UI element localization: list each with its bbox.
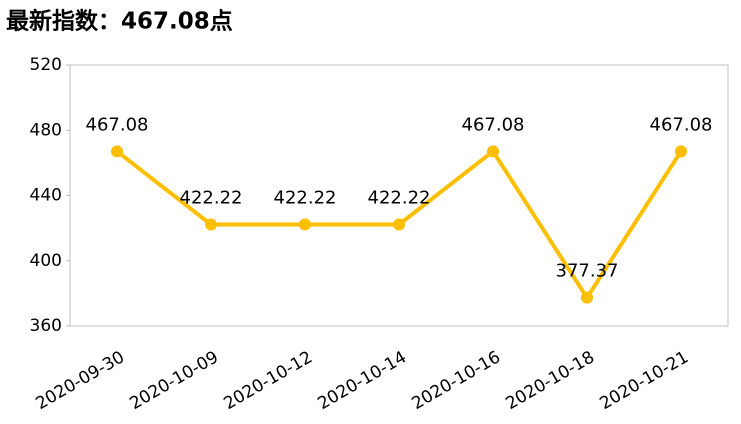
marker: [581, 291, 593, 304]
x-tick-label: 2020-10-16: [408, 347, 504, 414]
x-tick-label: 2020-10-21: [596, 347, 692, 414]
data-label: 467.08: [462, 114, 525, 135]
y-tick-label: 440: [30, 186, 62, 206]
marker: [299, 218, 311, 231]
marker: [111, 145, 123, 158]
data-label: 467.08: [86, 114, 149, 135]
x-tick-label: 2020-09-30: [32, 347, 128, 414]
chart-title: 最新指数：467.08点: [6, 8, 233, 35]
y-tick-label: 400: [30, 251, 62, 271]
marker: [205, 218, 217, 231]
data-label: 467.08: [650, 114, 713, 135]
data-label: 422.22: [368, 188, 431, 209]
x-tick-label: 2020-10-14: [314, 347, 410, 414]
y-tick-label: 480: [30, 120, 62, 140]
marker: [487, 145, 499, 158]
x-tick-label: 2020-10-18: [502, 347, 598, 414]
x-tick-label: 2020-10-12: [220, 347, 316, 414]
y-tick-label: 360: [30, 316, 62, 336]
y-tick-label: 520: [30, 55, 62, 75]
marker: [675, 145, 687, 158]
marker: [393, 218, 405, 231]
data-label: 422.22: [274, 188, 337, 209]
data-label: 422.22: [180, 188, 243, 209]
x-tick-label: 2020-10-09: [126, 347, 222, 414]
data-label: 377.37: [556, 261, 619, 282]
